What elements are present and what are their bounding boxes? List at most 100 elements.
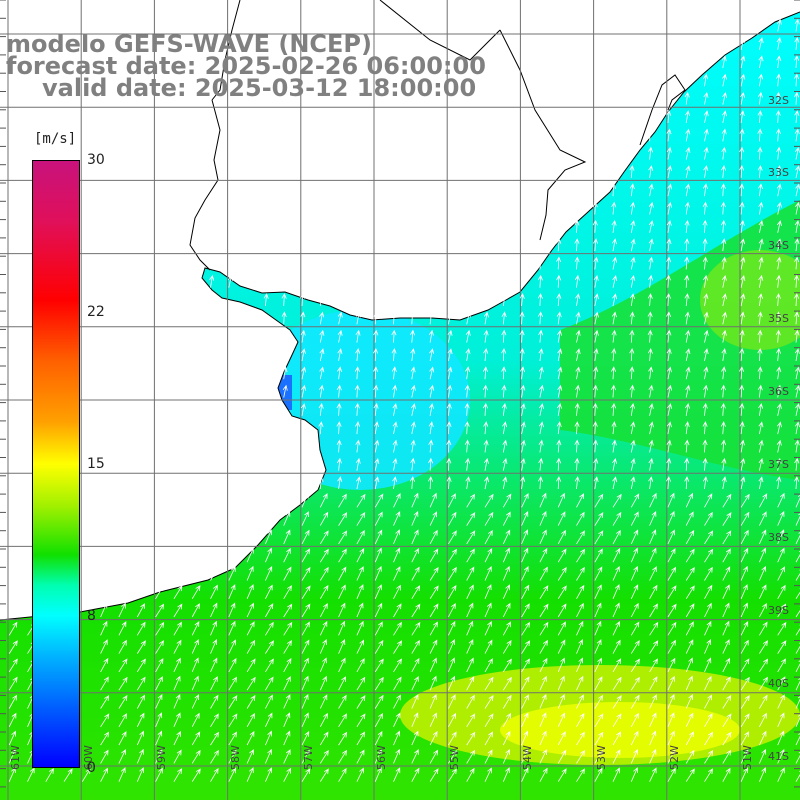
wind-vector-907 — [722, 713, 732, 728]
wind-vector-740 — [667, 639, 676, 654]
wind-vector-341 — [446, 421, 452, 435]
wind-vector-2 — [740, 37, 746, 50]
wind-vector-289 — [501, 384, 507, 398]
wind-vector-607 — [448, 585, 457, 599]
wind-vector-746 — [777, 640, 787, 654]
wind-vector-875 — [136, 712, 145, 727]
wind-vector-814 — [521, 676, 530, 691]
wind-vector-1000 — [118, 767, 126, 782]
wind-vector-539 — [466, 548, 475, 563]
wind-vector-459 — [649, 492, 657, 508]
wind-vector-349 — [592, 421, 598, 435]
wind-vector-84 — [592, 219, 598, 233]
wind-vector-285 — [429, 384, 435, 398]
wind-vector-418 — [409, 476, 415, 490]
wind-vector-200 — [447, 329, 453, 343]
wind-vector-348 — [574, 421, 580, 435]
wind-vector-628 — [118, 602, 126, 618]
wind-vector-510 — [502, 529, 511, 545]
wind-vector-575 — [521, 566, 529, 581]
wind-vector-447 — [429, 492, 437, 508]
wind-vector-739 — [649, 640, 659, 654]
wind-vector-205 — [538, 329, 544, 343]
wind-vector-543 — [539, 547, 548, 563]
wind-vector-39 — [775, 128, 781, 142]
wind-vector-180 — [593, 311, 599, 325]
wind-vector-233 — [538, 348, 544, 361]
wind-vector-934 — [466, 731, 476, 746]
wind-vector-60 — [611, 183, 617, 197]
wind-vector-36 — [721, 128, 727, 142]
wind-vector-380 — [684, 439, 690, 453]
wind-vector-217 — [757, 329, 763, 343]
wind-vector-250 — [319, 366, 325, 380]
wind-vector-281 — [354, 384, 360, 398]
wind-vector-916 — [136, 730, 144, 746]
wind-vector-478 — [466, 512, 476, 526]
wind-vector-622 — [722, 584, 730, 599]
wind-vector-688 — [466, 620, 474, 636]
wind-vector-588 — [759, 565, 767, 581]
wind-vector-848 — [393, 694, 401, 709]
wind-vector-125 — [209, 274, 215, 288]
wind-vector-521 — [704, 530, 714, 545]
wind-vector-157 — [703, 293, 709, 307]
wind-vector-271 — [703, 366, 709, 380]
wind-vector-767 — [411, 658, 420, 673]
wind-vector-331 — [758, 402, 764, 416]
wind-vector-813 — [502, 676, 512, 691]
wind-vector-274 — [757, 366, 763, 380]
wind-vector-96 — [556, 238, 562, 252]
wind-vector-904 — [667, 712, 675, 727]
wind-vector-869 — [777, 694, 785, 709]
wind-vector-593 — [191, 585, 201, 600]
wind-vector-277 — [282, 384, 288, 398]
wind-vector-355 — [702, 421, 708, 435]
wind-vector-273 — [739, 366, 745, 380]
wind-vector-199 — [428, 329, 434, 343]
wind-vector-102 — [666, 238, 672, 252]
wind-vector-647 — [466, 602, 474, 618]
wind-vector-303 — [757, 384, 763, 398]
wind-vector-596 — [246, 584, 254, 599]
wind-vector-85 — [611, 219, 617, 233]
wind-vector-648 — [484, 602, 492, 618]
wind-vector-751 — [118, 658, 128, 673]
wind-vector-296 — [629, 384, 635, 398]
wind-vector-93 — [758, 220, 764, 233]
wind-vector-107 — [758, 238, 764, 252]
wind-vector-798 — [228, 676, 237, 691]
wind-vector-152 — [612, 293, 618, 307]
wind-vector-769 — [448, 657, 455, 673]
wind-vector-119 — [702, 256, 708, 270]
wind-vector-754 — [173, 657, 181, 673]
wind-vector-394 — [465, 457, 471, 471]
wind-vector-871 — [8, 712, 17, 727]
wind-vector-636 — [265, 603, 274, 618]
wind-vector-676 — [246, 621, 255, 636]
wind-vector-177 — [537, 311, 543, 325]
wind-vector-758 — [246, 658, 256, 673]
wind-vector-997 — [63, 768, 73, 782]
wind-vector-257 — [447, 366, 453, 380]
wind-vector-631 — [173, 603, 183, 618]
wind-vector-176 — [519, 311, 525, 325]
wind-vector-148 — [537, 293, 543, 307]
wind-vector-679 — [301, 621, 310, 636]
wind-vector-232 — [519, 347, 525, 361]
wind-vector-987 — [685, 749, 695, 764]
wind-vector-538 — [448, 548, 457, 563]
wind-vector-625 — [777, 584, 786, 599]
wind-vector-598 — [283, 585, 292, 600]
wind-vector-617 — [630, 584, 639, 599]
wind-vector-697 — [630, 621, 640, 636]
wind-vector-686 — [429, 621, 438, 636]
wind-vector-868 — [759, 694, 768, 709]
wind-vector-131 — [612, 274, 618, 288]
colorbar-tick-15: 15 — [87, 456, 105, 472]
wind-vector-457 — [612, 493, 622, 508]
wind-vector-159 — [740, 293, 746, 307]
wind-vector-797 — [210, 676, 218, 691]
wind-vector-153 — [629, 293, 635, 307]
